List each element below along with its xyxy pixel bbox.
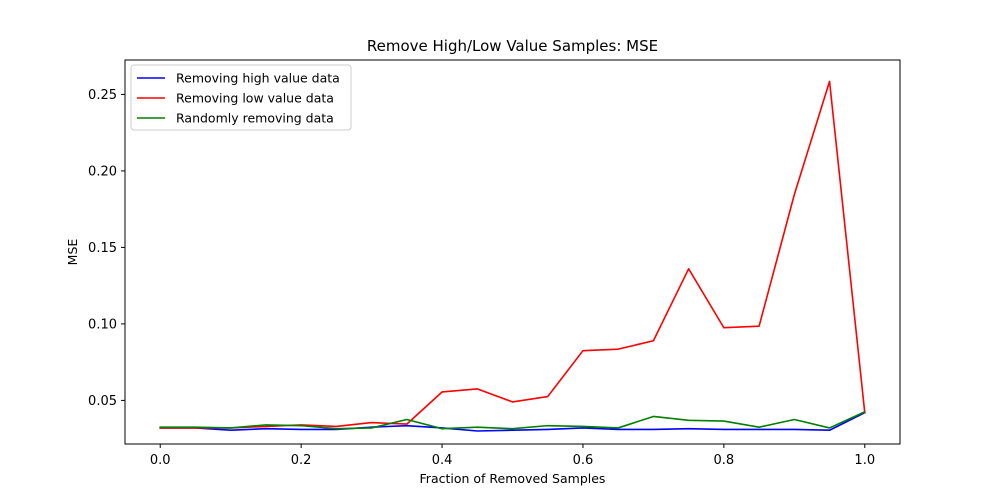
x-tick-label: 1.0	[854, 453, 875, 468]
x-tick-label: 0.8	[714, 453, 735, 468]
chart-title: Remove High/Low Value Samples: MSE	[367, 37, 658, 55]
y-tick-label: 0.25	[88, 88, 117, 103]
series-line-1	[159, 411, 866, 432]
legend-label-2: Removing low value data	[176, 91, 334, 106]
plot-frame	[124, 59, 901, 445]
y-tick-label: 0.10	[88, 317, 117, 332]
x-axis-label: Fraction of Removed Samples	[420, 471, 606, 486]
y-tick-label: 0.05	[88, 394, 117, 409]
legend-box	[130, 64, 352, 131]
legend-label-1: Removing high value data	[176, 71, 340, 86]
x-tick-label: 0.4	[432, 453, 453, 468]
series-layer	[159, 80, 866, 432]
y-tick-label: 0.20	[88, 164, 117, 179]
legend-label-3: Randomly removing data	[176, 111, 334, 126]
x-axis-ticks: 0.0 0.2 0.4 0.6 0.8 1.0	[150, 444, 875, 468]
legend: Removing high value data Removing low val…	[130, 64, 352, 131]
x-tick-label: 0.0	[150, 453, 171, 468]
y-axis-ticks: 0.05 0.10 0.15 0.20 0.25	[88, 88, 125, 409]
y-tick-label: 0.15	[88, 241, 117, 256]
x-tick-label: 0.2	[291, 453, 312, 468]
series-line-3	[159, 410, 866, 430]
y-axis-label: MSE	[65, 239, 80, 266]
x-tick-label: 0.6	[573, 453, 594, 468]
